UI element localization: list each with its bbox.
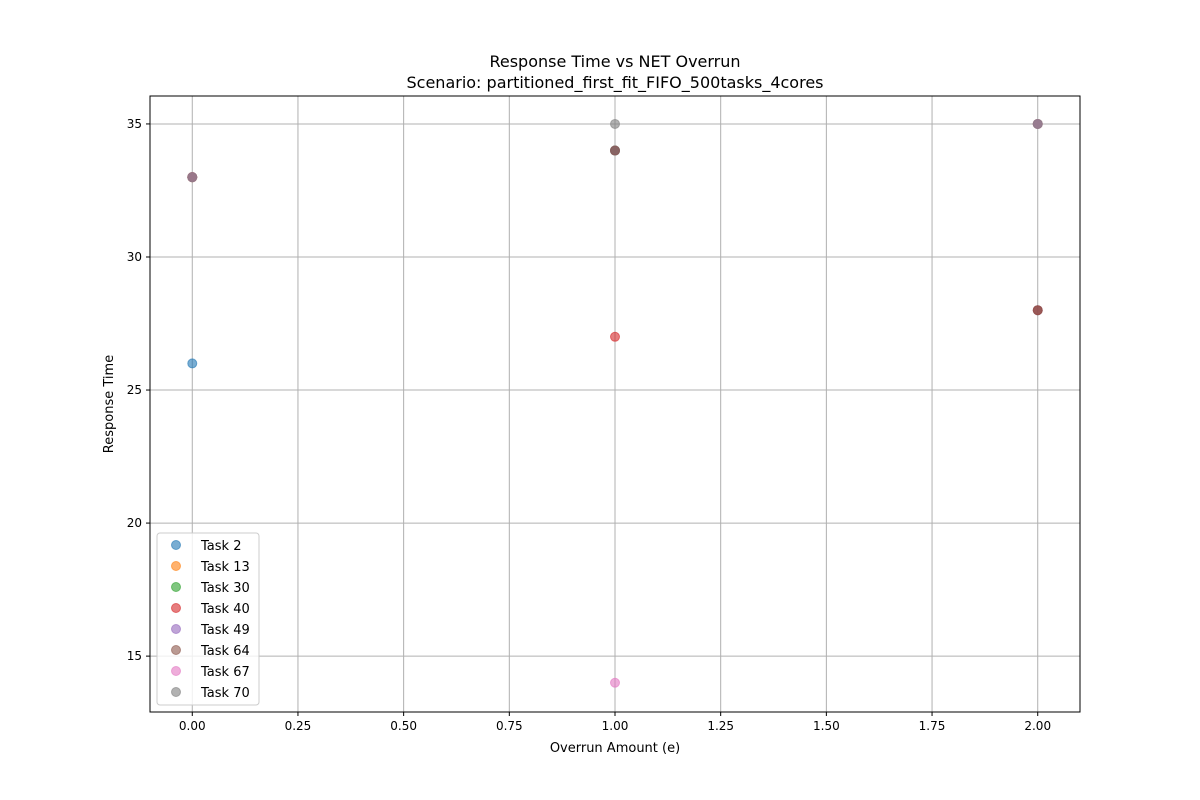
legend-marker (171, 624, 181, 634)
x-axis-ticks: 0.00 0.25 0.50 0.75 1.00 1.25 1.50 1.75 2.00 (179, 712, 1051, 733)
x-tick-label: 1.50 (813, 719, 840, 733)
x-tick-label: 2.00 (1024, 719, 1051, 733)
y-tick-label: 20 (127, 516, 142, 530)
legend-marker (171, 603, 181, 613)
chart-subtitle: Scenario: partitioned_first_fit_FIFO_500… (407, 73, 824, 93)
legend-marker (171, 645, 181, 655)
legend-marker (171, 582, 181, 592)
y-axis-label: Response Time (102, 355, 117, 453)
y-tick-label: 25 (127, 383, 142, 397)
x-tick-label: 1.25 (707, 719, 734, 733)
chart-title: Response Time vs NET Overrun (489, 52, 740, 71)
legend-label: Task 49 (200, 623, 250, 638)
grid (150, 96, 1080, 712)
data-point (610, 677, 620, 688)
data-point (187, 172, 198, 183)
legend: Task 2 Task 13 Task 30 Task 40 Task 49 Task 6… (156, 532, 260, 706)
legend-label: Task 40 (200, 602, 250, 617)
legend-label: Task 67 (200, 665, 250, 680)
x-tick-label: 1.75 (919, 719, 946, 733)
legend-marker (171, 666, 181, 676)
y-tick-label: 35 (127, 117, 142, 131)
data-point (1032, 305, 1043, 316)
legend-label: Task 13 (200, 560, 250, 575)
x-tick-label: 0.00 (179, 719, 206, 733)
y-axis-ticks: 15 20 25 30 35 (127, 117, 150, 663)
data-point (610, 118, 620, 129)
legend-label: Task 64 (200, 644, 250, 659)
y-tick-label: 15 (127, 649, 142, 663)
x-tick-label: 1.00 (602, 719, 629, 733)
legend-label: Task 2 (200, 539, 241, 554)
x-tick-label: 0.75 (496, 719, 523, 733)
data-point (187, 358, 198, 369)
data-point (1032, 118, 1043, 129)
x-tick-label: 0.50 (390, 719, 417, 733)
legend-label: Task 30 (200, 581, 250, 596)
legend-marker (171, 540, 181, 550)
legend-marker (171, 561, 181, 571)
legend-marker (171, 687, 181, 697)
legend-box (156, 532, 260, 706)
data-points (187, 118, 1043, 688)
data-point (610, 145, 620, 156)
legend-label: Task 70 (200, 686, 250, 701)
y-tick-label: 30 (127, 250, 142, 264)
x-axis-label: Overrun Amount (e) (550, 741, 680, 756)
data-point (610, 331, 620, 342)
x-tick-label: 0.25 (285, 719, 312, 733)
